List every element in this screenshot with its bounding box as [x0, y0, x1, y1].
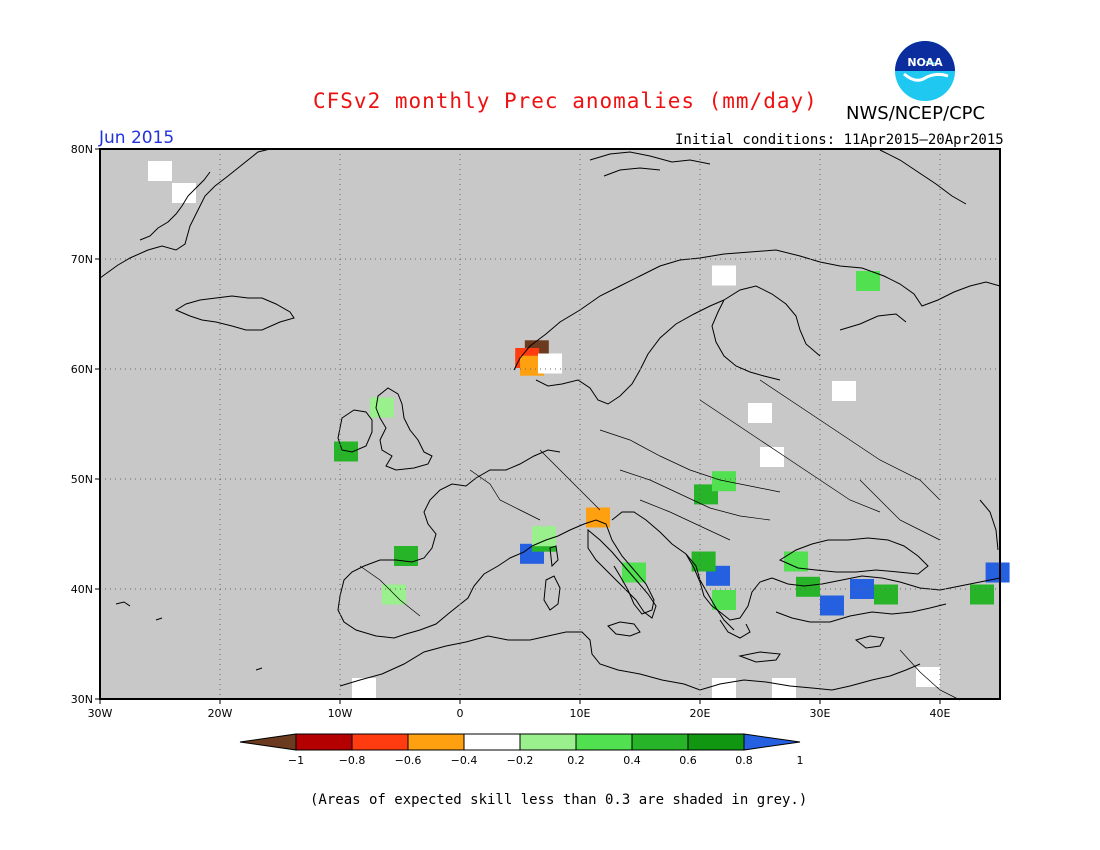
colorbar-segment — [575, 733, 633, 751]
anomaly-cell — [916, 667, 940, 687]
colorbar-tick-label: 0.2 — [567, 754, 585, 767]
colorbar-segment — [631, 733, 689, 751]
anomaly-cell — [772, 678, 796, 698]
colorbar-segment — [687, 733, 745, 751]
colorbar-tick-label: 0.8 — [735, 754, 753, 767]
colorbar-segment — [519, 733, 577, 751]
graticule — [100, 149, 1000, 699]
lon-label: 10E — [570, 707, 591, 720]
anomaly-cell — [538, 353, 562, 374]
noaa-logo: NOAA — [894, 40, 956, 106]
lon-label: 30E — [810, 707, 831, 720]
anomaly-cell — [334, 441, 358, 462]
forecast-month: Jun 2015 — [99, 128, 175, 148]
colorbar-segment — [351, 733, 409, 751]
anomaly-cell — [748, 403, 772, 423]
lon-label: 20W — [208, 707, 233, 720]
anomaly-cell — [874, 584, 898, 605]
anomaly-cell — [394, 546, 418, 566]
ocean-area — [100, 149, 1000, 699]
lon-label: 0 — [457, 707, 464, 720]
colorbar-arrow-high — [743, 733, 801, 751]
colorbar-segment — [463, 733, 521, 751]
lat-label: 50N — [71, 473, 93, 486]
colorbar-tick-label: −0.6 — [395, 754, 422, 767]
anomaly-cell — [760, 447, 784, 467]
anomaly-cell — [586, 507, 610, 528]
colorbar-tick-label: 1 — [797, 754, 804, 767]
anomaly-cell — [712, 265, 736, 286]
lat-label: 70N — [71, 253, 93, 266]
anomaly-cell — [148, 161, 172, 181]
anomaly-cell — [832, 381, 856, 401]
colorbar-arrow-low — [239, 733, 297, 751]
anomaly-cell — [985, 562, 1010, 583]
map-background — [100, 149, 1000, 699]
colorbar-tick-label: −0.2 — [507, 754, 534, 767]
anomaly-cell — [796, 576, 820, 597]
anomaly-cell — [970, 584, 994, 605]
lat-label: 30N — [71, 693, 93, 706]
anomaly-cell — [172, 183, 196, 203]
anomaly-cell — [850, 579, 874, 599]
coastlines — [99, 148, 1001, 701]
colorbar: −1 −0.8 −0.6 −0.4 −0.2 0.2 0.4 0.6 0.8 1 — [239, 733, 804, 767]
colorbar-tick-label: 0.4 — [623, 754, 641, 767]
initial-conditions: Initial conditions: 11Apr2015–20Apr2015 — [675, 132, 1004, 148]
lat-label: 80N — [71, 143, 93, 156]
lon-label: 20E — [690, 707, 711, 720]
map-frame — [99, 148, 1001, 700]
noaa-logo-text: NOAA — [907, 56, 943, 69]
lat-label: 40N — [71, 583, 93, 596]
anomaly-cell — [352, 678, 376, 698]
footnote: (Areas of expected skill less than 0.3 a… — [310, 792, 808, 808]
anomaly-cell — [820, 595, 844, 616]
colorbar-tick-label: −0.8 — [339, 754, 366, 767]
anomaly-cell — [712, 590, 736, 610]
anomaly-cell — [784, 551, 808, 572]
colorbar-tick-label: −1 — [288, 754, 304, 767]
anomaly-cell — [370, 397, 394, 418]
lon-label: 10W — [328, 707, 353, 720]
colorbar-segment — [295, 733, 353, 751]
anomaly-cell — [532, 526, 556, 547]
chart-title: CFSv2 monthly Prec anomalies (mm/day) — [313, 89, 818, 113]
anomaly-cell — [691, 551, 716, 572]
anomaly-cell — [856, 271, 880, 291]
colorbar-tick-label: −0.4 — [451, 754, 478, 767]
colorbar-segment — [407, 733, 465, 751]
lat-label: 60N — [71, 363, 93, 376]
anomaly-cell — [712, 678, 736, 698]
lon-label: 40E — [930, 707, 951, 720]
anomaly-cells — [148, 161, 1010, 698]
colorbar-tick-label: 0.6 — [679, 754, 697, 767]
lon-label: 30W — [88, 707, 113, 720]
organization-label: NWS/NCEP/CPC — [846, 103, 986, 124]
anomaly-cell — [712, 471, 736, 492]
